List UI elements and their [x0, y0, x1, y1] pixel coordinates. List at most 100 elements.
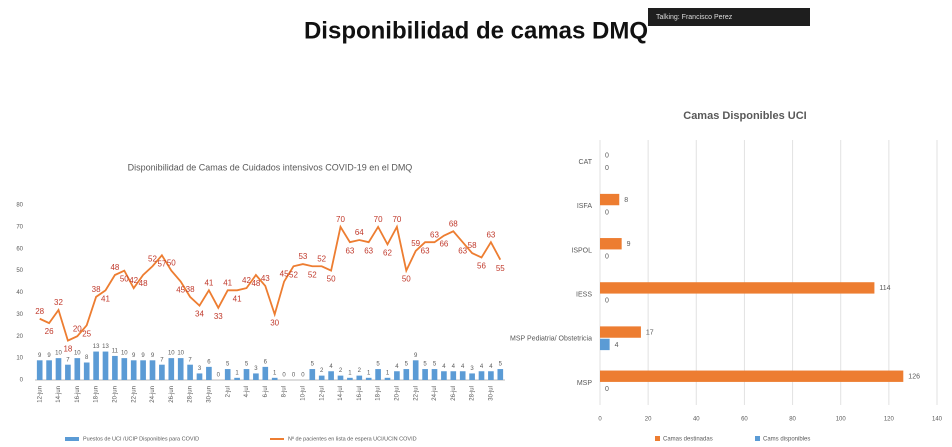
line-label: 50 [120, 275, 129, 284]
bar [36, 360, 43, 380]
chart-title: Disponibilidad de Camas de Cuidados inte… [128, 162, 413, 172]
bar [328, 371, 334, 380]
bar-label: 5 [433, 362, 437, 368]
bar-label: 0 [282, 373, 286, 379]
bar [309, 369, 316, 380]
line-label: 63 [345, 246, 354, 255]
line-label: 48 [139, 279, 148, 288]
y-tick-label: 70 [16, 224, 23, 230]
legend-swatch [65, 437, 79, 441]
legend-label: Cams disponibles [763, 437, 810, 443]
line-label: 52 [148, 254, 157, 263]
bar [159, 364, 165, 380]
bar [168, 358, 175, 380]
line-label: 58 [468, 241, 477, 250]
line-label: 55 [496, 264, 505, 273]
bar-label: 0 [217, 373, 221, 379]
x-tick-label: 8-jul [282, 386, 288, 397]
bar-label: 1 [386, 370, 390, 376]
bar [403, 369, 410, 380]
line-label: 63 [421, 246, 430, 255]
bar-label: 5 [499, 362, 503, 368]
line-label: 38 [186, 285, 195, 294]
bar-label: 5 [376, 362, 380, 368]
legend-label: Puestos de UCI /UCIP Disponibles para CO… [83, 436, 199, 442]
line-label: 45 [176, 286, 185, 295]
x-tick-label: 12-jun [37, 386, 43, 403]
page-title: Disponibilidad de camas DMQ [304, 17, 648, 44]
line-label: 42 [129, 276, 138, 285]
legend-label: Camas destinadas [663, 437, 713, 443]
line-label: 52 [317, 254, 326, 263]
bar-label: 0 [605, 165, 609, 172]
line-label: 64 [355, 228, 364, 237]
bar [384, 377, 391, 380]
x-tick-label: 20-jun [112, 386, 118, 403]
bar-label: 7 [160, 357, 164, 363]
y-tick-label: 10 [16, 356, 23, 362]
line-label: 33 [214, 312, 223, 321]
y-tick-label: ISFA [577, 203, 593, 210]
bar [149, 360, 156, 380]
bar [488, 371, 494, 380]
bar [187, 364, 193, 380]
x-tick-label: 10-jul [300, 386, 306, 401]
bar-label: 17 [646, 329, 654, 336]
line-label: 18 [63, 345, 72, 354]
bar-label: 1 [367, 370, 371, 376]
line-label: 38 [92, 285, 101, 294]
bar-label: 5 [226, 362, 230, 368]
bar [102, 351, 109, 380]
x-tick-label: 28-jul [470, 386, 476, 401]
bar [93, 351, 99, 380]
bar [478, 371, 485, 380]
bar [365, 377, 372, 380]
y-tick-label: 80 [16, 203, 23, 209]
line-label: 28 [35, 307, 44, 316]
bar [347, 377, 353, 380]
line-label: 50 [327, 275, 336, 284]
line-label: 34 [195, 310, 204, 319]
x-tick-label: 24-jun [150, 386, 156, 403]
x-tick-label: 14-jun [56, 386, 62, 403]
bar [262, 366, 269, 380]
line-label: 20 [73, 324, 82, 333]
bar-label: 2 [358, 368, 362, 374]
bar-label: 10 [177, 351, 184, 357]
bar-label: 3 [470, 366, 474, 372]
bar [55, 358, 62, 380]
x-tick-label: 20-jul [394, 386, 400, 401]
bar-label: 4 [329, 364, 333, 370]
bar-label: 0 [292, 373, 296, 379]
bar-label: 4 [489, 364, 493, 370]
line-label: 41 [101, 294, 110, 303]
bar-label: 3 [198, 366, 202, 372]
bar [356, 375, 363, 380]
overlay-box [648, 8, 810, 26]
bar-label: 10 [74, 351, 81, 357]
x-tick-label: 40 [693, 417, 700, 423]
x-tick-label: 4-jul [244, 386, 250, 397]
x-tick-label: 16-jul [357, 386, 363, 401]
bar-label: 10 [55, 351, 62, 357]
bar [83, 362, 90, 380]
bar-label: 4 [442, 364, 446, 370]
bar-label: 5 [245, 362, 249, 368]
bar-label: 5 [405, 362, 409, 368]
y-tick-label: 20 [16, 334, 23, 340]
bar [600, 326, 641, 338]
line-label: 63 [486, 230, 495, 239]
x-tick-label: 24-jul [432, 386, 438, 401]
bar-label: 1 [235, 370, 239, 376]
line-label: 52 [308, 270, 317, 279]
line-label: 32 [54, 298, 63, 307]
bar-label: 4 [395, 364, 399, 370]
bar [74, 358, 81, 380]
line-label: 70 [392, 215, 401, 224]
line-label: 63 [430, 230, 439, 239]
bar [121, 358, 128, 380]
bar [600, 370, 904, 382]
x-tick-label: 12-jul [319, 386, 325, 401]
bar-label: 8 [624, 197, 628, 204]
